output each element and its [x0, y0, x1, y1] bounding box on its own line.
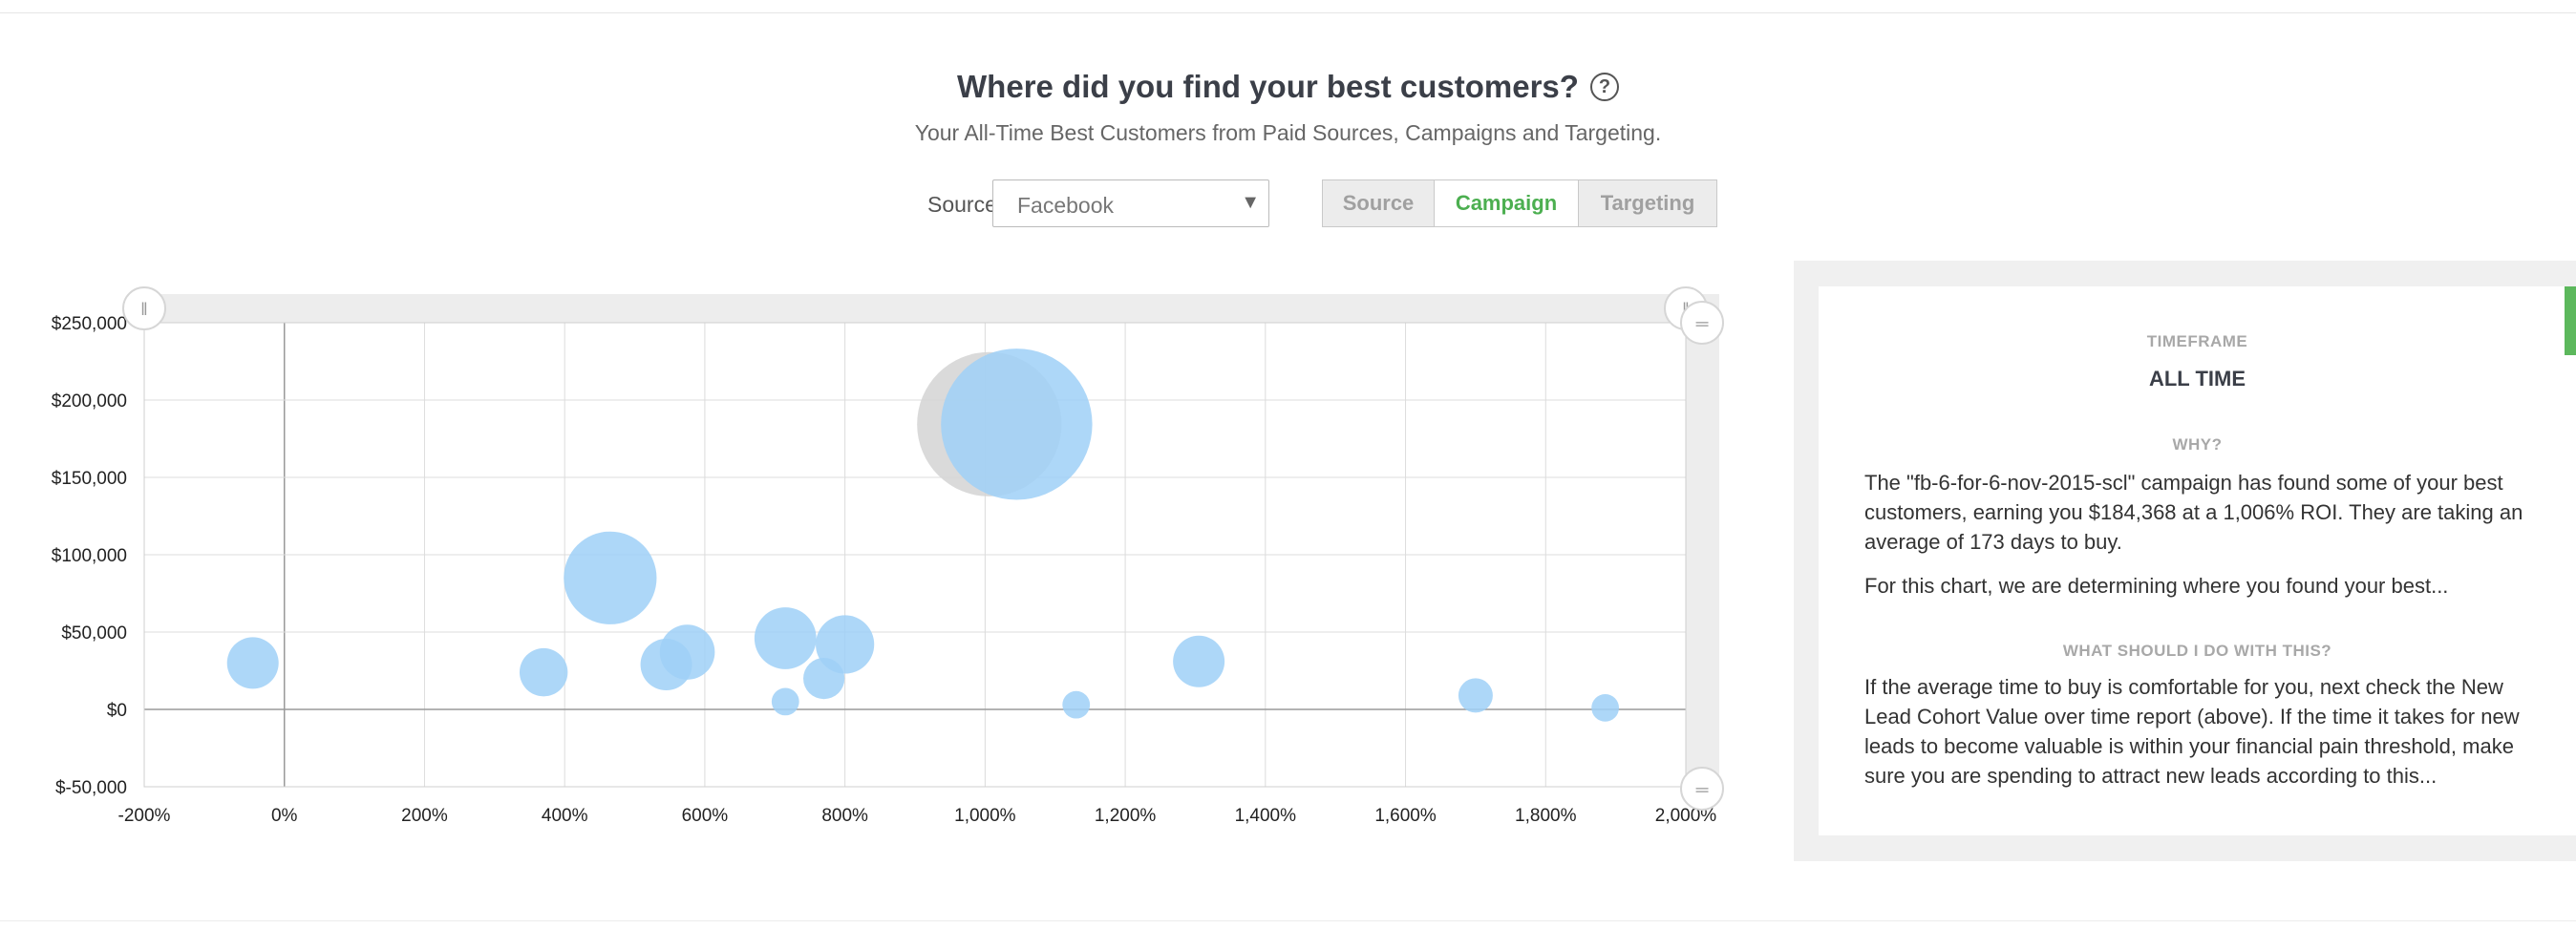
bubble-point[interactable]: [1062, 690, 1091, 719]
help-icon[interactable]: ?: [1589, 73, 1619, 101]
source-select-value: Facebook: [1017, 193, 1115, 218]
y-tick-label: $100,000: [52, 546, 127, 566]
header: Where did you find your best customers??: [0, 69, 2576, 116]
x-tick-label: 600%: [682, 806, 729, 826]
tab-source[interactable]: Source: [1322, 179, 1435, 227]
zoom-handle-bottom[interactable]: [1680, 767, 1724, 811]
top-divider: [0, 12, 2576, 13]
timeframe-heading: TIMEFRAME: [2146, 332, 2248, 350]
source-label: Source: [927, 192, 997, 217]
x-tick-label: 1,600%: [1374, 806, 1437, 826]
page-title: Where did you find your best customers?: [957, 69, 1579, 104]
bubble-point[interactable]: [754, 607, 817, 669]
y-tick-label: $0: [107, 701, 127, 721]
insight-panel: TIMEFRAME ALL TIME WHY? The "fb-6-for-6-…: [1819, 286, 2576, 835]
zoom-handle-top-grip: ═: [1695, 314, 1709, 333]
tab-campaign[interactable]: Campaign: [1434, 179, 1579, 227]
timeframe-value: ALL TIME: [2148, 367, 2246, 391]
x-tick-label: 2,000%: [1655, 806, 1717, 826]
tab-targeting[interactable]: Targeting: [1578, 179, 1717, 227]
y-tick-label: $50,000: [61, 623, 127, 644]
x-tick-label: 200%: [401, 806, 448, 826]
y-tick-label: $200,000: [52, 391, 127, 412]
zoom-bar-vertical[interactable]: [1686, 294, 1719, 787]
x-tick-label: 400%: [542, 806, 588, 826]
zoom-handle-left[interactable]: [122, 286, 166, 330]
source-select[interactable]: Facebook ▼: [992, 179, 1269, 227]
x-tick-label: 800%: [821, 806, 868, 826]
bubble-point[interactable]: [564, 531, 657, 624]
x-tick-label: 1,400%: [1235, 806, 1297, 826]
why-text: The "fb-6-for-6-nov-2015-scl" campaign h…: [1864, 471, 2523, 554]
bubble-point[interactable]: [226, 637, 279, 689]
y-tick-label: $150,000: [52, 469, 127, 489]
y-tick-label: $-50,000: [55, 778, 127, 798]
x-tick-label: 1,000%: [954, 806, 1016, 826]
bubble-point[interactable]: [816, 615, 875, 674]
bottom-divider: [0, 920, 2576, 921]
zoom-bar-horizontal[interactable]: [144, 294, 1686, 323]
panel-accent-bar: [2565, 286, 2576, 355]
bubble-chart: -200% 0% 200% 400% 600% 800% 1,000% 1,200% 1,400…: [52, 286, 1724, 826]
plot-border: [143, 322, 1687, 788]
bubble-point[interactable]: [941, 348, 1093, 500]
x-tick-label: 1,800%: [1515, 806, 1577, 826]
bubble-point[interactable]: [1591, 693, 1620, 722]
bubble-point[interactable]: [1458, 678, 1493, 713]
zoom-handle-left-grip: ‖: [140, 300, 147, 319]
bubble-point[interactable]: [659, 624, 715, 680]
page-subtitle: Your All-Time Best Customers from Paid S…: [914, 120, 1662, 145]
bubble-point[interactable]: [771, 687, 799, 716]
x-tick-label: 0%: [271, 806, 298, 826]
x-tick-label: 1,200%: [1095, 806, 1157, 826]
bubble-point[interactable]: [1173, 635, 1225, 687]
y-tick-label: $250,000: [52, 314, 127, 334]
what-heading: WHAT SHOULD I DO WITH THIS?: [2062, 642, 2332, 660]
zoom-handle-top[interactable]: [1680, 301, 1724, 345]
why-heading: WHY?: [2172, 435, 2223, 454]
zoom-handle-bottom-grip: ═: [1695, 780, 1709, 799]
what-text: If the average time to buy is comfortabl…: [1864, 675, 2520, 788]
chevron-down-icon: ▼: [1241, 192, 1260, 213]
bubble-point[interactable]: [519, 647, 568, 697]
chart-explanation-text: For this chart, we are determining where…: [1864, 574, 2449, 598]
x-tick-label: -200%: [118, 806, 171, 826]
